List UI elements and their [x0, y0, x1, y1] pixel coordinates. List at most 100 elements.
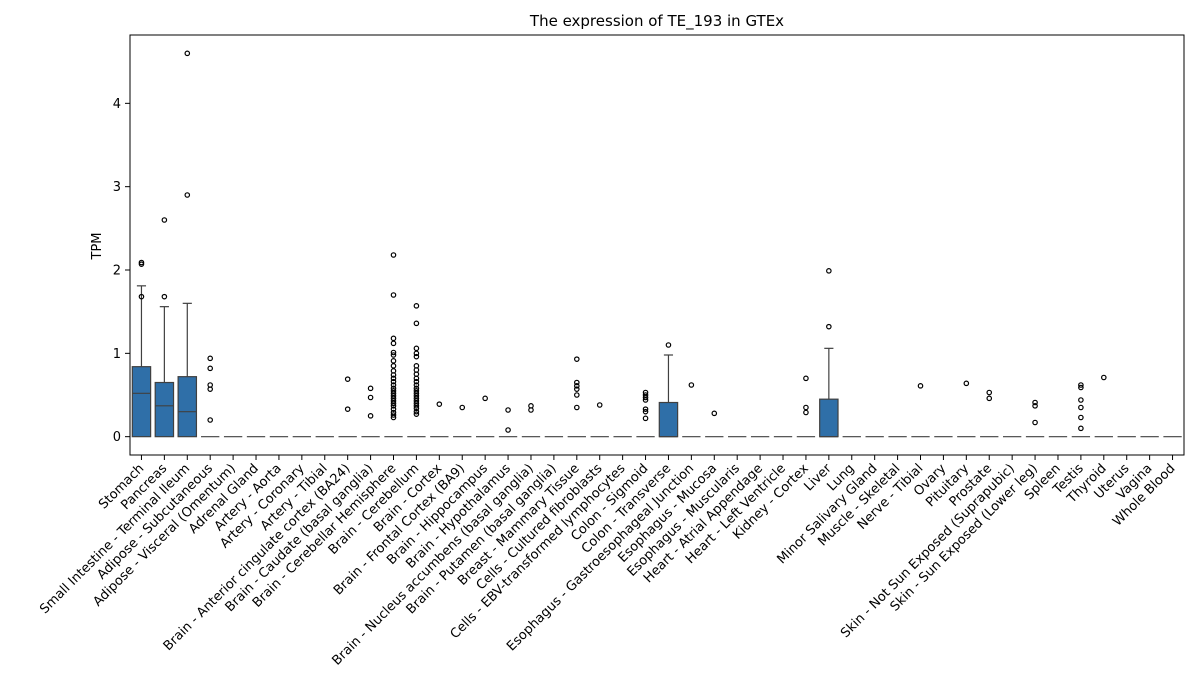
outlier-point — [390, 382, 397, 388]
outlier-point — [826, 323, 832, 330]
box-group — [911, 383, 930, 438]
outlier-point — [459, 404, 466, 411]
outlier-point — [917, 383, 924, 389]
outlier-point — [413, 411, 420, 417]
outlier-point — [1078, 397, 1084, 403]
box-group — [1071, 382, 1091, 438]
box-body — [154, 381, 175, 438]
box-group — [131, 259, 152, 438]
outlier-point — [390, 363, 397, 369]
y-tick-label: 2 — [113, 264, 121, 279]
outlier-point — [367, 413, 374, 419]
outlier-point — [413, 390, 420, 397]
y-tick-label: 1 — [113, 347, 121, 362]
outlier-point — [184, 192, 191, 198]
outlier-point — [390, 372, 397, 378]
box-group — [177, 50, 198, 438]
outlier-point — [1032, 403, 1038, 409]
box-group — [361, 385, 380, 438]
box-group — [796, 375, 816, 438]
box-group — [819, 268, 839, 438]
outlier-point — [390, 385, 397, 392]
box-group — [201, 355, 220, 438]
outlier-point — [963, 380, 970, 387]
outlier-point — [207, 355, 213, 362]
chart-title: The expression of TE_193 in GTEx — [529, 12, 784, 31]
plot-frame — [129, 34, 1185, 456]
outlier-point — [390, 252, 397, 258]
outlier-point — [642, 406, 649, 412]
outlier-point — [413, 320, 420, 327]
outlier-point — [367, 385, 374, 392]
outlier-point — [390, 378, 397, 385]
outlier-point — [574, 383, 580, 389]
outlier-point — [390, 352, 397, 358]
outlier-point — [390, 390, 397, 397]
outlier-point — [711, 410, 718, 417]
outlier-point — [367, 394, 374, 401]
outlier-point — [1078, 404, 1084, 411]
outlier-point — [413, 382, 420, 388]
outlier-point — [390, 358, 397, 364]
outlier-point — [390, 400, 397, 407]
outlier-point — [413, 303, 420, 309]
outlier-point — [344, 406, 351, 412]
outlier-point — [803, 409, 809, 416]
box-body — [131, 366, 152, 438]
box-group — [453, 404, 472, 438]
outlier-point — [505, 407, 511, 413]
y-tick-label: 3 — [113, 180, 121, 195]
outlier-point — [413, 408, 420, 415]
outlier-point — [413, 378, 420, 385]
outlier-point — [390, 414, 397, 421]
outlier-point — [642, 415, 649, 422]
outlier-point — [413, 393, 420, 399]
outlier-point — [574, 404, 580, 411]
outlier-point — [390, 393, 397, 399]
outlier-point — [1078, 384, 1084, 391]
outlier-point — [1078, 425, 1084, 432]
box-group — [521, 403, 541, 438]
outlier-point — [184, 50, 191, 57]
box-group — [1025, 399, 1045, 438]
outlier-point — [138, 293, 145, 300]
outlier-point — [413, 388, 420, 394]
outlier-point — [642, 392, 649, 398]
y-tick-label: 0 — [113, 430, 121, 445]
outlier-point — [390, 340, 397, 347]
outlier-point — [138, 261, 145, 267]
outlier-point — [1078, 382, 1084, 388]
outlier-point — [413, 400, 420, 407]
outlier-point — [505, 427, 511, 433]
outlier-point — [390, 349, 397, 356]
box-body — [819, 398, 839, 438]
outlier-point — [688, 382, 695, 388]
outlier-point — [413, 403, 420, 409]
plot-area — [131, 50, 1182, 438]
outlier-point — [413, 353, 420, 360]
outlier-point — [826, 268, 832, 274]
box-group — [475, 395, 495, 438]
outlier-point — [413, 345, 420, 352]
outlier-point — [390, 403, 397, 409]
box-group — [384, 252, 403, 438]
outlier-point — [390, 409, 397, 416]
outlier-point — [390, 406, 397, 412]
outlier-point — [574, 379, 580, 386]
outlier-point — [413, 375, 420, 382]
outlier-point — [413, 405, 420, 412]
box-group — [957, 380, 976, 438]
outlier-point — [413, 350, 420, 357]
outlier-point — [803, 375, 809, 382]
box-group — [407, 303, 426, 438]
outlier-point — [574, 386, 580, 392]
box-group — [636, 389, 655, 438]
outlier-point — [413, 398, 420, 404]
outlier-point — [528, 407, 534, 413]
box-group — [498, 407, 518, 438]
outlier-point — [986, 389, 993, 396]
outlier-point — [1032, 399, 1038, 406]
y-axis-ticks: 0 1 2 3 4 — [113, 97, 130, 445]
